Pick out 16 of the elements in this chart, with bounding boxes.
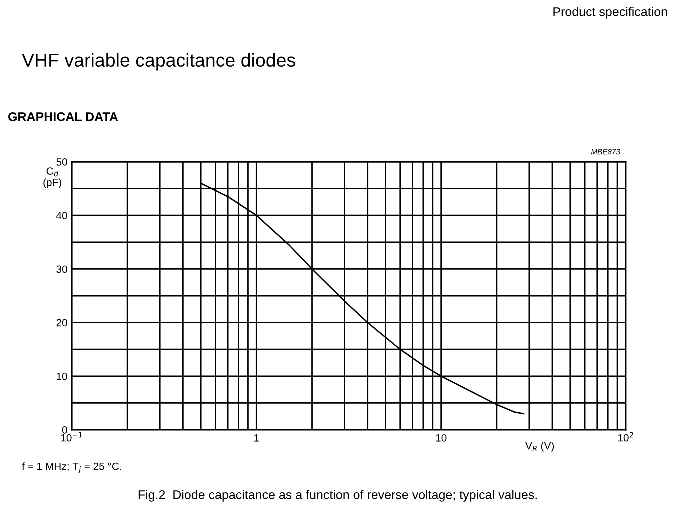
- x-tick-label: 10$^{2}$: [618, 432, 634, 442]
- x-tick-label: 1: [254, 434, 260, 442]
- y-tick-label: 30: [56, 266, 68, 274]
- y-tick-label: 0: [62, 426, 68, 434]
- text: f = 1 MHz; T$_{j}$ = 25 °C.: [22, 462, 122, 474]
- x-tick-label: 10: [436, 434, 447, 442]
- x-axis-title: V$_{R}$ (V): [526, 442, 554, 452]
- y-tick-label: 40: [56, 212, 68, 220]
- text: Product specification: [554, 7, 668, 19]
- caption: Fig.2 Diode capacitance as a function of reverse voltage; typical values.: [138, 490, 537, 502]
- y-tick-label: 50: [56, 158, 68, 166]
- chart-subtitle: GRAPHICAL DATA: [8, 112, 118, 122]
- y-tick-label: 10: [57, 372, 68, 380]
- y-axis-title: C$_{d}$ (pF): [44, 168, 62, 188]
- y-tick-label: 20: [56, 319, 68, 327]
- chart-title: VHF variable capacitance diodes: [22, 53, 296, 71]
